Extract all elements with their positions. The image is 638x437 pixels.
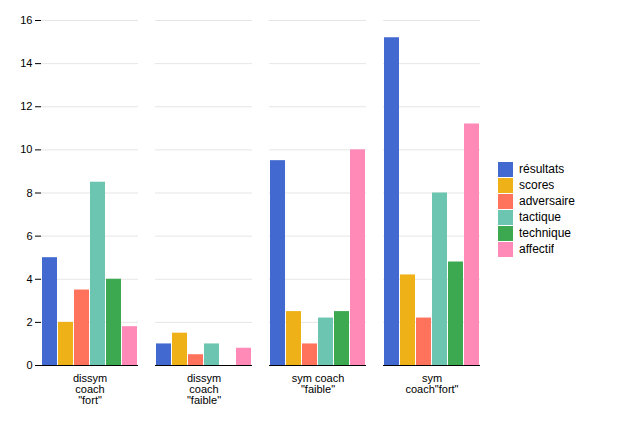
- svg-text:symcoach"fort": symcoach"fort": [405, 372, 458, 395]
- svg-text:0: 0: [26, 359, 32, 371]
- svg-text:6: 6: [26, 230, 32, 242]
- svg-text:14: 14: [20, 57, 32, 69]
- svg-text:dissymcoach"fort": dissymcoach"fort": [73, 372, 107, 406]
- svg-text:10: 10: [20, 143, 32, 155]
- svg-text:8: 8: [26, 187, 32, 199]
- svg-text:16: 16: [20, 14, 32, 26]
- html-text:technique: technique: [519, 226, 571, 240]
- svg-text:12: 12: [20, 100, 32, 112]
- html-text:tactique: tactique: [519, 210, 561, 224]
- html-text:affectif: affectif: [519, 242, 555, 256]
- svg-text:dissymcoach"faible": dissymcoach"faible": [187, 372, 221, 406]
- svg-text:4: 4: [26, 273, 32, 285]
- html-text:adversaire: adversaire: [519, 194, 575, 208]
- svg-text:2: 2: [26, 316, 32, 328]
- html-text:résultats: résultats: [519, 162, 565, 176]
- svg-text:sym coach"faible": sym coach"faible": [292, 372, 345, 395]
- html-text:scores: scores: [519, 178, 555, 192]
